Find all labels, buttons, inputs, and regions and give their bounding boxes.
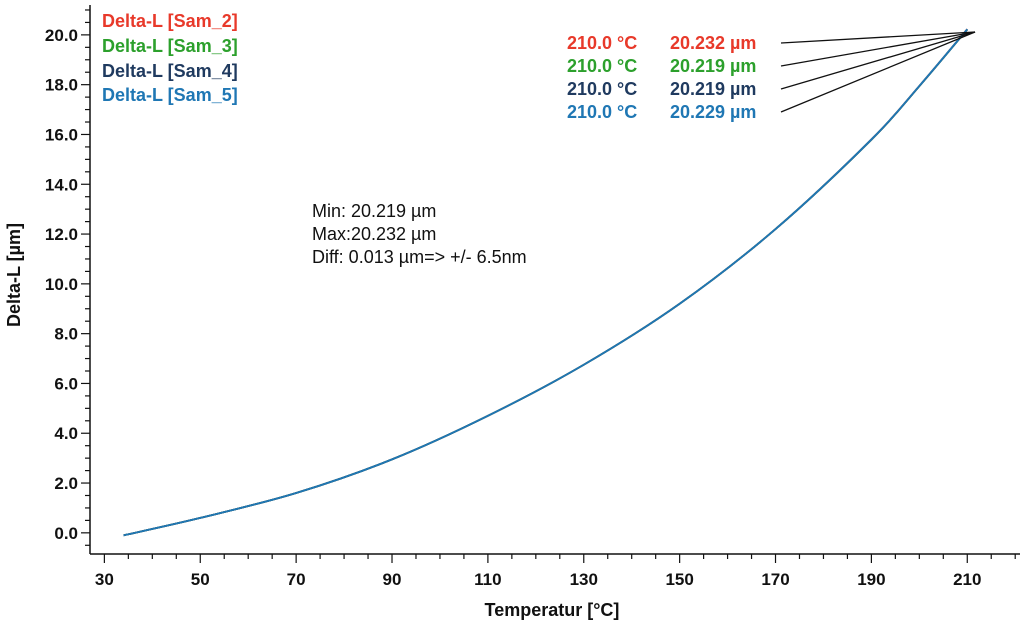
annotation-leader-sam-4 — [780, 31, 976, 90]
stats-max: Max:20.232 µm — [312, 224, 436, 244]
y-tick-label: 6.0 — [54, 374, 78, 393]
legend-entry-sam-4: Delta-L [Sam_4] — [102, 61, 238, 81]
legend: Delta-L [Sam_2] Delta-L [Sam_3] Delta-L … — [102, 11, 238, 105]
x-tick-label: 150 — [665, 570, 693, 589]
annotation-temp-sam-3: 210.0 °C — [567, 56, 637, 76]
series-line-delta-l-sam-3 — [123, 28, 968, 537]
series-line-delta-l-sam-5 — [123, 28, 968, 537]
annotation-value-sam-2: 20.232 µm — [670, 33, 756, 53]
x-tick-label: 110 — [474, 570, 501, 589]
y-tick-label: 0.0 — [54, 524, 78, 543]
x-tick-label: 190 — [857, 570, 885, 589]
y-tick-label: 2.0 — [54, 474, 78, 493]
annotation-temp-sam-2: 210.0 °C — [567, 33, 637, 53]
y-tick-label: 18.0 — [45, 76, 78, 95]
x-tick-label: 50 — [191, 570, 210, 589]
stats-note: Min: 20.219 µm Max:20.232 µm Diff: 0.013… — [312, 201, 527, 267]
y-tick-label: 20.0 — [45, 26, 78, 45]
x-tick-label: 70 — [287, 570, 306, 589]
annotation-temp-sam-5: 210.0 °C — [567, 102, 637, 122]
y-tick-label: 8.0 — [54, 325, 78, 344]
annotation-temp-sam-4: 210.0 °C — [567, 79, 637, 99]
legend-entry-sam-3: Delta-L [Sam_3] — [102, 36, 238, 56]
x-tick-label: 30 — [95, 570, 114, 589]
legend-entry-sam-5: Delta-L [Sam_5] — [102, 85, 238, 105]
y-tick-label: 4.0 — [54, 424, 78, 443]
endpoint-annotations: 210.0 °C 20.232 µm 210.0 °C 20.219 µm 21… — [567, 31, 976, 122]
y-tick-label: 12.0 — [45, 225, 78, 244]
annotation-leader-sam-2 — [780, 31, 976, 44]
y-tick-label: 14.0 — [45, 175, 78, 194]
legend-entry-sam-2: Delta-L [Sam_2] — [102, 11, 238, 31]
annotation-value-sam-5: 20.229 µm — [670, 102, 756, 122]
x-tick-label: 90 — [383, 570, 402, 589]
y-tick-label: 10.0 — [45, 275, 78, 294]
x-tick-label: 210 — [953, 570, 981, 589]
x-axis-title: Temperatur [°C] — [485, 600, 620, 620]
x-tick-label: 170 — [761, 570, 789, 589]
series-line-delta-l-sam-4 — [123, 28, 968, 537]
y-tick-label: 16.0 — [45, 125, 78, 144]
x-tick-label: 130 — [570, 570, 598, 589]
stats-min: Min: 20.219 µm — [312, 201, 436, 221]
axes: 30 50 70 90 110 130 150 170 190 210 0.0 2.0 4.0 6.0 8.… — [45, 5, 1020, 589]
annotation-value-sam-4: 20.219 µm — [670, 79, 756, 99]
annotation-value-sam-3: 20.219 µm — [670, 56, 756, 76]
stats-diff: Diff: 0.013 µm=> +/- 6.5nm — [312, 247, 527, 267]
annotation-leader-sam-5 — [780, 31, 976, 113]
plot-area — [123, 28, 968, 537]
y-axis-title: Delta-L [µm] — [4, 223, 24, 327]
series-line-delta-l-sam-2 — [123, 28, 968, 537]
annotation-leader-sam-3 — [780, 31, 976, 67]
